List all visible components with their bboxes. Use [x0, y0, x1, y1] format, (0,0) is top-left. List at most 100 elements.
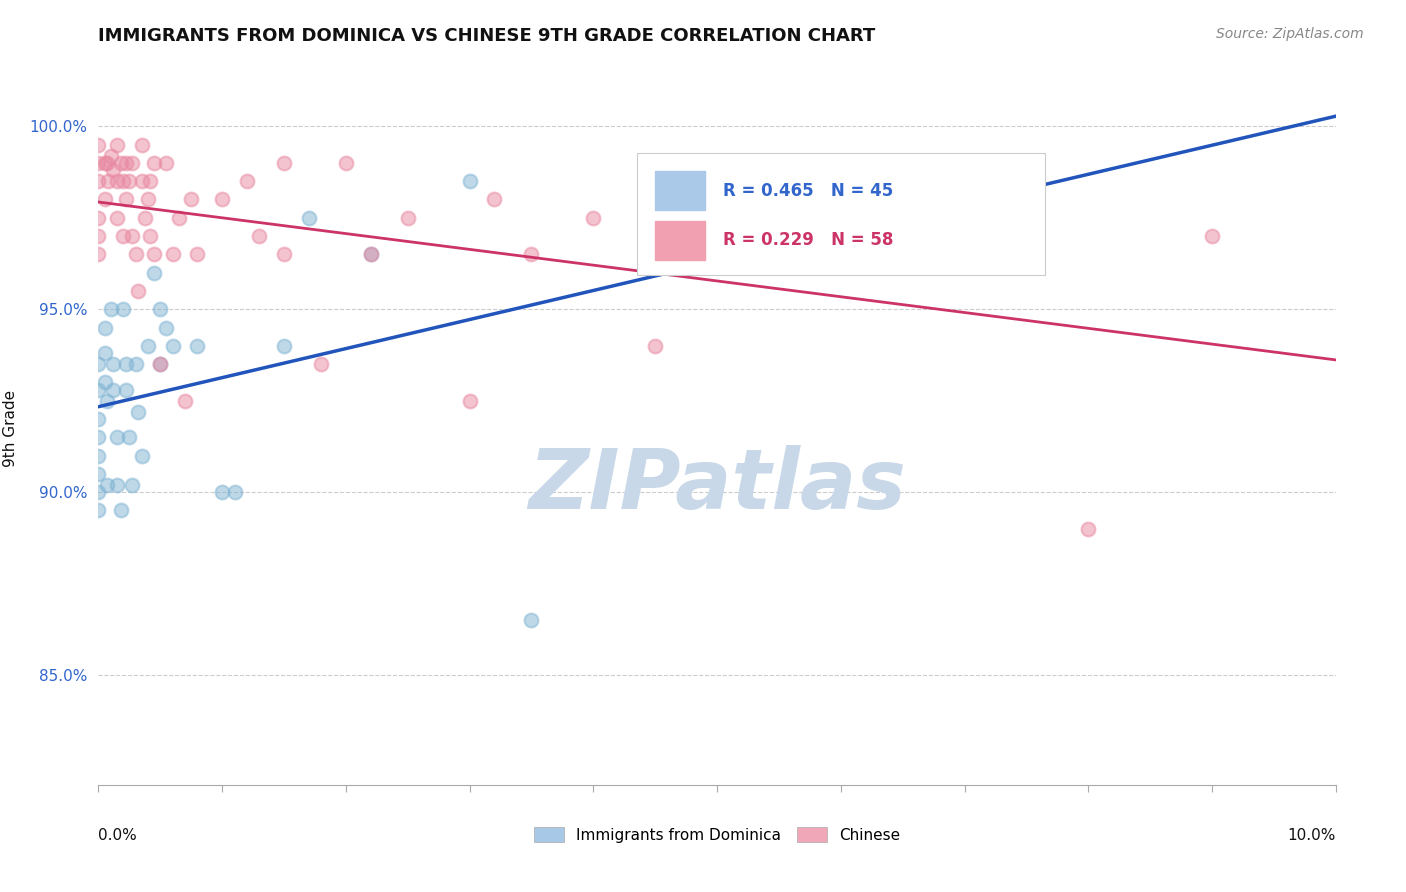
Point — [105, 478, 128, 492]
Point — [224, 485, 246, 500]
Point — [87, 412, 110, 426]
Point — [87, 229, 110, 244]
Point — [458, 174, 481, 188]
Point — [131, 449, 153, 463]
Point — [211, 485, 233, 500]
Point — [149, 357, 172, 371]
Text: IMMIGRANTS FROM DOMINICA VS CHINESE 9TH GRADE CORRELATION CHART: IMMIGRANTS FROM DOMINICA VS CHINESE 9TH … — [98, 27, 876, 45]
Point — [100, 302, 122, 317]
Point — [87, 430, 110, 444]
Point — [273, 339, 295, 353]
Point — [127, 284, 149, 298]
Point — [520, 613, 543, 627]
Point — [309, 357, 332, 371]
Point — [186, 247, 208, 261]
Point — [103, 383, 125, 397]
Point — [149, 357, 172, 371]
Point — [103, 163, 125, 178]
Point — [87, 485, 110, 500]
Point — [105, 174, 128, 188]
Point — [335, 156, 357, 170]
Point — [247, 229, 270, 244]
Point — [114, 383, 136, 397]
Point — [458, 393, 481, 408]
Point — [396, 211, 419, 225]
Point — [706, 193, 728, 207]
Point — [105, 211, 128, 225]
Text: R = 0.465   N = 45: R = 0.465 N = 45 — [723, 182, 893, 200]
Point — [186, 339, 208, 353]
Point — [891, 174, 914, 188]
Point — [155, 320, 177, 334]
Text: 10.0%: 10.0% — [1288, 828, 1336, 843]
Point — [87, 467, 110, 481]
Point — [96, 156, 118, 170]
Point — [96, 393, 118, 408]
Point — [110, 156, 132, 170]
Point — [149, 302, 172, 317]
Point — [167, 211, 190, 225]
Point — [644, 229, 666, 244]
Point — [121, 156, 143, 170]
Point — [114, 357, 136, 371]
Point — [1201, 229, 1223, 244]
Point — [139, 229, 162, 244]
Point — [174, 393, 197, 408]
Legend: Immigrants from Dominica, Chinese: Immigrants from Dominica, Chinese — [527, 821, 907, 848]
Point — [103, 357, 125, 371]
Point — [96, 478, 118, 492]
Point — [114, 156, 136, 170]
Point — [112, 229, 135, 244]
Point — [87, 449, 110, 463]
Point — [134, 211, 156, 225]
Text: 0.0%: 0.0% — [98, 828, 138, 843]
Point — [136, 193, 159, 207]
Point — [114, 193, 136, 207]
Point — [706, 247, 728, 261]
Point — [87, 156, 110, 170]
Point — [87, 174, 110, 188]
Point — [273, 156, 295, 170]
Point — [131, 137, 153, 152]
Point — [87, 357, 110, 371]
Point — [121, 478, 143, 492]
FancyBboxPatch shape — [655, 220, 704, 260]
Point — [155, 156, 177, 170]
Point — [298, 211, 321, 225]
FancyBboxPatch shape — [655, 170, 704, 210]
Point — [93, 193, 115, 207]
Point — [121, 229, 143, 244]
Y-axis label: 9th Grade: 9th Grade — [3, 390, 18, 467]
Point — [87, 247, 110, 261]
Point — [891, 229, 914, 244]
Point — [131, 174, 153, 188]
Point — [127, 405, 149, 419]
Point — [644, 339, 666, 353]
Point — [124, 247, 146, 261]
Point — [93, 156, 115, 170]
Point — [136, 339, 159, 353]
Point — [87, 383, 110, 397]
Point — [1077, 522, 1099, 536]
Point — [93, 320, 115, 334]
Point — [100, 148, 122, 162]
Point — [211, 193, 233, 207]
Point — [97, 174, 120, 188]
Point — [180, 193, 202, 207]
Point — [143, 156, 166, 170]
Point — [360, 247, 382, 261]
Point — [1015, 156, 1038, 170]
Point — [105, 430, 128, 444]
Point — [112, 302, 135, 317]
Text: ZIPatlas: ZIPatlas — [529, 445, 905, 525]
Point — [162, 339, 184, 353]
Point — [118, 174, 141, 188]
Text: Source: ZipAtlas.com: Source: ZipAtlas.com — [1216, 27, 1364, 41]
Point — [87, 211, 110, 225]
Point — [124, 357, 146, 371]
Point — [236, 174, 259, 188]
Point — [105, 137, 128, 152]
Point — [93, 376, 115, 390]
Point — [87, 137, 110, 152]
Point — [520, 247, 543, 261]
